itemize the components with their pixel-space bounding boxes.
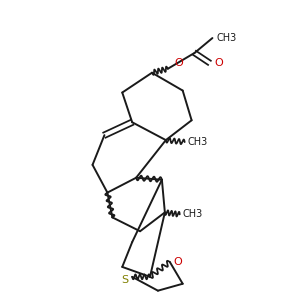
Text: O: O: [214, 58, 223, 68]
Text: S: S: [121, 275, 128, 285]
Text: CH3: CH3: [216, 33, 237, 43]
Text: O: O: [175, 58, 184, 68]
Text: CH3: CH3: [183, 209, 203, 219]
Text: O: O: [174, 257, 182, 267]
Text: CH3: CH3: [188, 137, 208, 147]
